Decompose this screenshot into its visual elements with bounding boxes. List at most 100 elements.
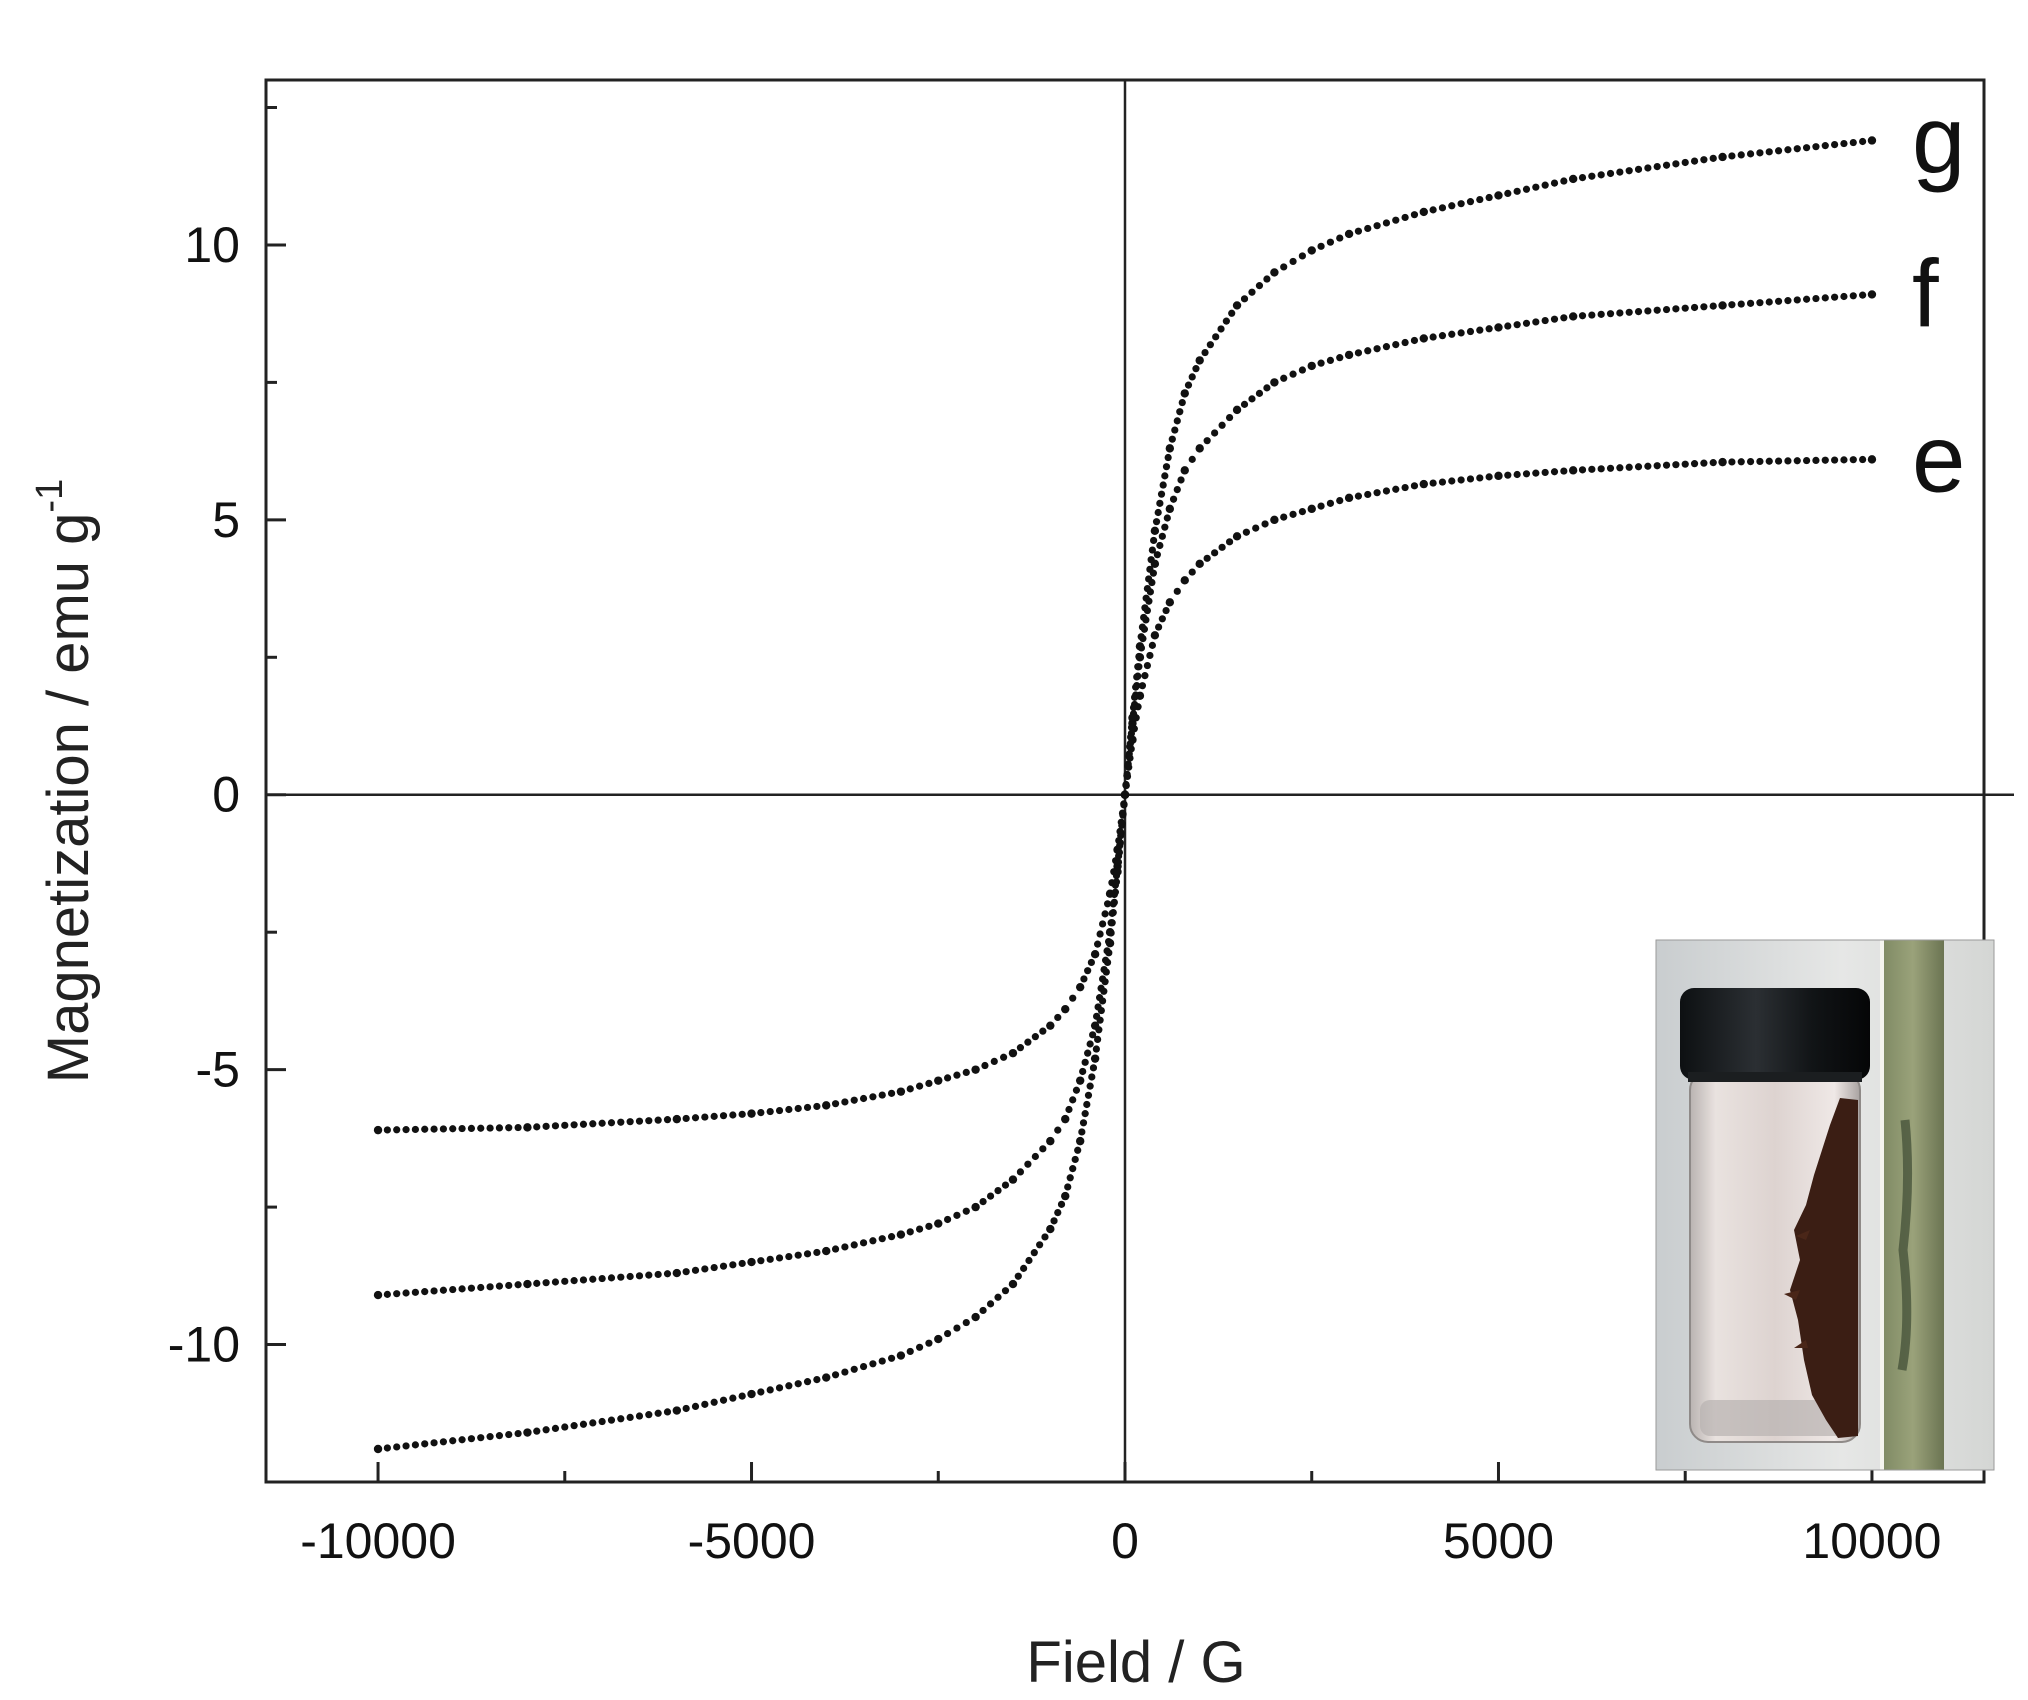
series-f-point-3 <box>747 1257 756 1267</box>
series-f-trace-dot <box>738 1259 746 1268</box>
series-g-trace-dot <box>1064 1183 1072 1191</box>
series-g-trace-dot <box>1201 348 1209 357</box>
series-g-trace-dot <box>1840 139 1848 148</box>
series-f-trace-dot <box>841 1243 849 1251</box>
series-g-trace-dot <box>1152 518 1161 526</box>
series-g-trace-dot <box>1131 693 1139 701</box>
series-e-trace-dot <box>598 1119 606 1127</box>
series-e-trace-dot <box>1103 900 1112 908</box>
series-e-trace-dot <box>1094 940 1102 948</box>
series-e-trace-dot <box>383 1126 391 1134</box>
series-f-trace-dot <box>1532 318 1540 326</box>
series-g-trace-dot <box>1110 898 1118 906</box>
series-f-trace-dot <box>1382 343 1391 351</box>
y-tick-label-1: -5 <box>196 1042 240 1098</box>
series-g-trace-dot <box>1140 613 1148 622</box>
series-f-point-21 <box>1195 444 1204 453</box>
series-f-trace-dot <box>915 1225 924 1233</box>
series-e-trace-dot <box>1158 615 1166 623</box>
series-g-trace-dot <box>994 1293 1002 1301</box>
series-e-trace-dot <box>1148 641 1156 649</box>
series-f-trace-dot <box>1354 349 1363 357</box>
series-f-trace-dot <box>1709 302 1717 310</box>
series-f-trace-dot <box>1700 303 1708 311</box>
series-f-trace-dot <box>859 1239 868 1247</box>
series-f-trace-dot <box>1653 306 1661 314</box>
series-e-trace-dot <box>1410 482 1419 490</box>
series-g-trace-dot <box>1102 968 1110 976</box>
series-g-trace-dot <box>1036 1241 1044 1249</box>
series-e-trace-dot <box>775 1106 784 1115</box>
series-f-trace-dot <box>645 1271 653 1279</box>
series-g-trace-dot <box>1156 499 1164 507</box>
series-e-trace-dot <box>1138 682 1147 690</box>
series-e-trace-dot <box>719 1112 728 1120</box>
series-g-trace-dot <box>1532 183 1540 191</box>
series-f-trace-dot <box>449 1285 457 1294</box>
series-g-trace-dot <box>1123 771 1131 780</box>
series-e-trace-dot <box>1476 474 1484 482</box>
series-f-trace-dot <box>561 1277 569 1285</box>
series-f-trace-dot <box>411 1288 419 1296</box>
series-g-point-18 <box>1150 526 1160 536</box>
series-g-trace-dot <box>1069 1165 1077 1173</box>
series-g-trace-dot <box>635 1412 644 1420</box>
series-g-trace-dot <box>1054 1208 1062 1217</box>
series-e-trace-dot <box>738 1110 746 1118</box>
series-g-trace-dot <box>1522 185 1531 193</box>
series-g-trace-dot <box>1014 1272 1022 1280</box>
series-f-trace-dot <box>626 1272 634 1281</box>
series-e-trace-dot <box>1709 459 1717 467</box>
series-f-point-8 <box>1008 1175 1018 1184</box>
series-g-trace-dot <box>1793 145 1801 153</box>
series-f-trace-dot <box>570 1277 578 1285</box>
series-g-trace-dot <box>1071 1155 1079 1164</box>
series-g-trace-dot <box>1145 575 1153 583</box>
series-g-trace-dot <box>1098 997 1107 1005</box>
series-g-trace-dot <box>1096 1016 1104 1024</box>
series-e-trace-dot <box>1087 958 1095 967</box>
series-e-trace-dot <box>1448 477 1456 485</box>
series-g-trace-dot <box>495 1432 504 1440</box>
series-f-point-27 <box>1494 323 1503 332</box>
series-e-trace-dot <box>1225 538 1234 546</box>
series-g-trace-dot <box>1550 179 1559 187</box>
series-e-point-29 <box>1718 457 1727 467</box>
series-e-trace-dot <box>1690 460 1699 468</box>
svg-text:Magnetization / emu g-1: Magnetization / emu g-1 <box>29 479 101 1083</box>
series-f-trace-dot <box>1728 301 1736 309</box>
series-f-trace-dot <box>393 1290 401 1298</box>
series-e-trace-dot <box>1326 499 1335 507</box>
series-e-trace-dot <box>1016 1044 1025 1052</box>
series-f-trace-dot <box>1438 332 1447 340</box>
series-e-trace-dot <box>1429 479 1437 487</box>
series-g-point-22 <box>1232 301 1242 310</box>
series-g-trace-dot <box>1150 536 1158 545</box>
series-g-trace-dot <box>1092 1045 1100 1053</box>
series-e-trace-dot <box>1146 651 1154 660</box>
series-g-trace-dot <box>1100 987 1108 995</box>
series-e-trace-dot <box>542 1122 550 1130</box>
series-e-trace-dot <box>411 1125 419 1134</box>
series-g-trace-dot <box>617 1415 625 1423</box>
series-e-trace-dot <box>1242 528 1250 536</box>
series-g-trace-dot <box>1709 154 1717 162</box>
series-g-point-15 <box>1120 790 1130 799</box>
series-g-trace-dot <box>1050 1217 1058 1225</box>
series-f-trace-dot <box>719 1262 728 1270</box>
series-e-trace-dot <box>1289 510 1297 518</box>
series-e-trace-dot <box>1700 459 1708 467</box>
series-f-trace-dot <box>1690 303 1699 312</box>
series-f-trace-dot <box>785 1252 793 1261</box>
series-g-point-30 <box>1867 136 1877 145</box>
series-f-trace-dot <box>1541 316 1549 325</box>
series-g-trace-dot <box>1125 752 1133 760</box>
series-f-trace-dot <box>1504 322 1512 330</box>
series-g-trace-dot <box>1126 743 1134 751</box>
series-e-trace-dot <box>1774 457 1783 465</box>
series-f-trace-dot <box>477 1283 485 1292</box>
series-g-trace-dot <box>813 1375 821 1384</box>
series-e-point-18 <box>1150 631 1160 640</box>
series-f-trace-dot <box>701 1265 709 1273</box>
series-g-point-13 <box>1105 938 1115 948</box>
